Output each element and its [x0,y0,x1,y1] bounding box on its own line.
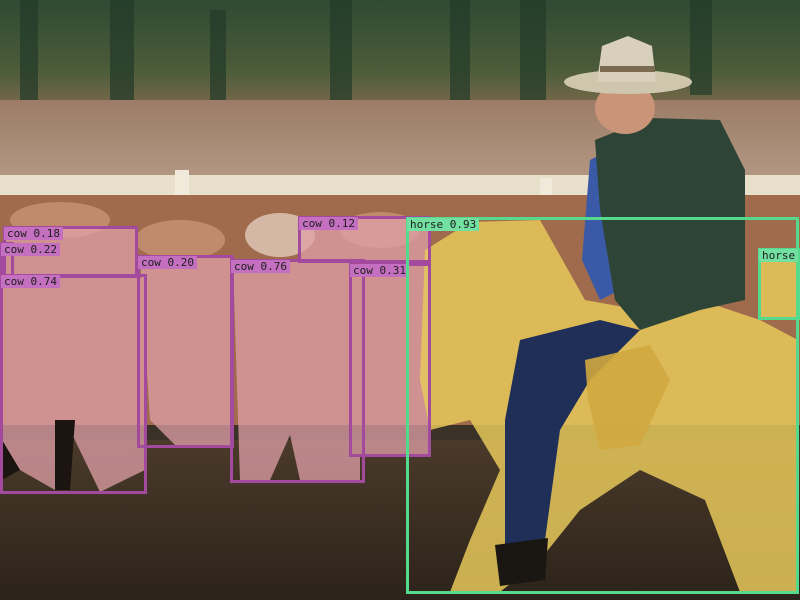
cow-masks [2,218,428,492]
detection-label: cow 0.22 [1,243,60,256]
cow-detection-box: cow 0.12 [298,216,431,263]
cow-detection-box: cow 0.31 [349,263,431,457]
horse-detection-box: horse [758,248,800,320]
horse-detection-box: horse 0.93 [406,217,799,594]
cow-detection-box: cow 0.20 [137,255,234,448]
detection-label: cow 0.74 [1,275,60,288]
detection-label: cow 0.12 [299,217,358,230]
detection-label: cow 0.76 [231,260,290,273]
detection-label: horse 0.93 [407,218,480,231]
rider [495,36,745,586]
cow-detection-box: cow 0.76 [230,259,365,483]
cow-detection-box: cow 0.74 [0,274,147,494]
detection-label: cow 0.20 [138,256,197,269]
detection-label: cow 0.31 [350,264,409,277]
detection-label: horse [759,249,799,262]
detection-label: cow 0.18 [4,227,63,240]
tree-silhouettes [20,0,712,110]
